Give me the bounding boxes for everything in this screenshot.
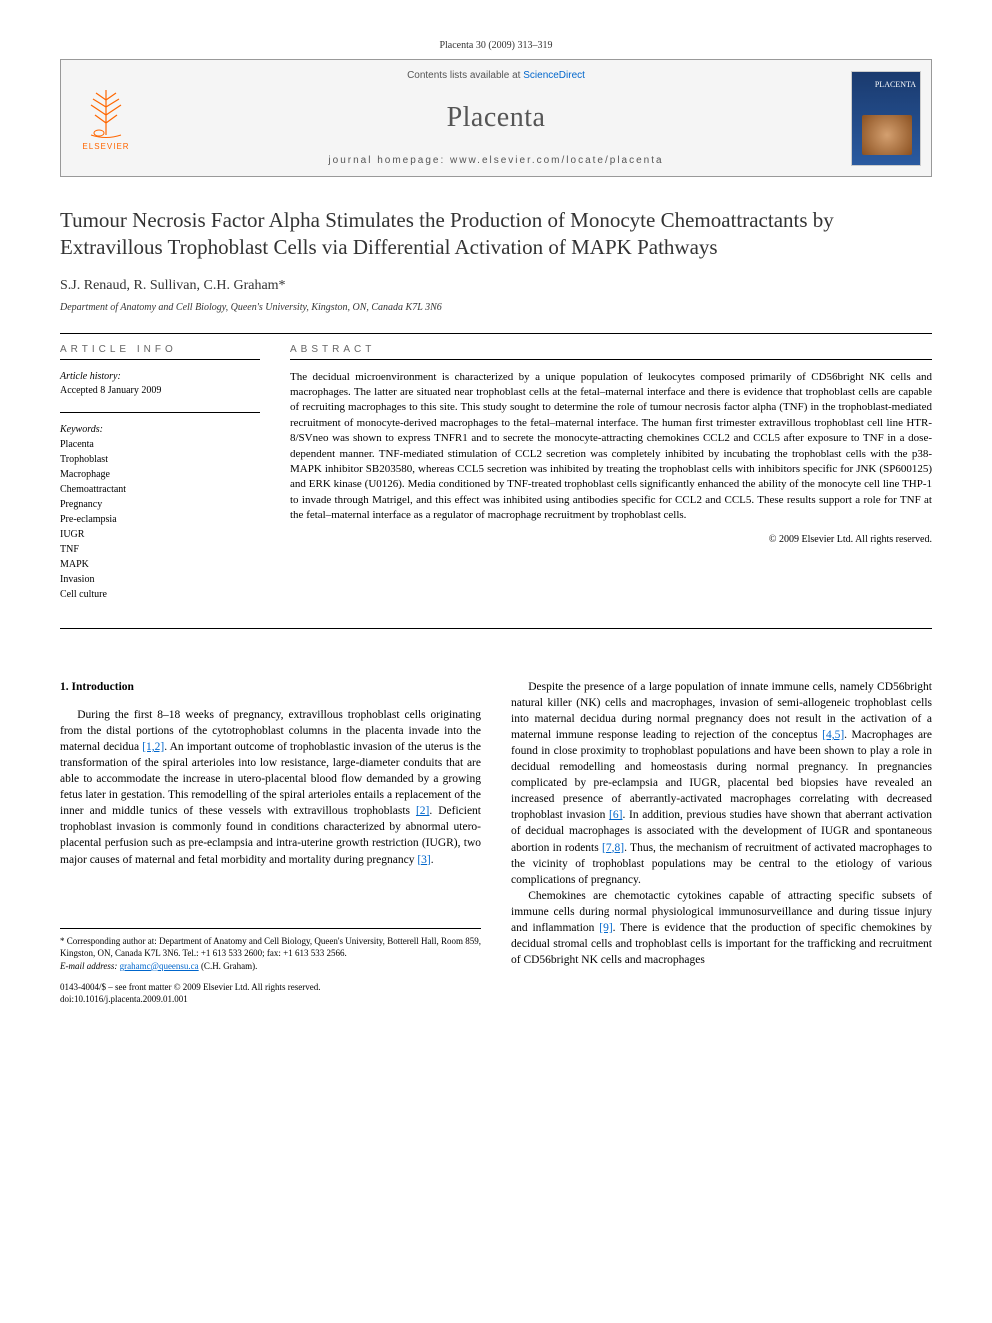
abstract-copyright: © 2009 Elsevier Ltd. All rights reserved… — [290, 534, 932, 545]
journal-title: Placenta — [151, 102, 841, 134]
reference-link[interactable]: [2] — [416, 805, 429, 817]
keywords-list: Placenta Trophoblast Macrophage Chemoatt… — [60, 437, 260, 602]
keyword-item: Pre-eclampsia — [60, 512, 260, 527]
contents-prefix: Contents lists available at — [407, 70, 523, 81]
body-paragraph: Despite the presence of a large populati… — [511, 679, 932, 888]
abstract-column: ABSTRACT The decidual microenvironment i… — [290, 344, 932, 616]
reference-link[interactable]: [7,8] — [602, 842, 624, 854]
section-heading: 1. Introduction — [60, 679, 481, 695]
body-paragraph: During the first 8–18 weeks of pregnancy… — [60, 707, 481, 868]
article-info-header: ARTICLE INFO — [60, 344, 260, 355]
journal-masthead: ELSEVIER Contents lists available at Sci… — [60, 59, 932, 177]
info-rule-2 — [60, 412, 260, 413]
keyword-item: Cell culture — [60, 587, 260, 602]
body-column-right: Despite the presence of a large populati… — [511, 679, 932, 1006]
body-column-left: 1. Introduction During the first 8–18 we… — [60, 679, 481, 1006]
abstract-text: The decidual microenvironment is charact… — [290, 370, 932, 524]
elsevier-logo: ELSEVIER — [71, 78, 141, 158]
keyword-item: Trophoblast — [60, 452, 260, 467]
keyword-item: Placenta — [60, 437, 260, 452]
doi-block: 0143-4004/$ – see front matter © 2009 El… — [60, 982, 481, 1005]
homepage-label: journal homepage: — [328, 155, 450, 166]
body-text: . — [431, 854, 434, 866]
abstract-header: ABSTRACT — [290, 344, 932, 355]
keyword-item: IUGR — [60, 527, 260, 542]
reference-link[interactable]: [3] — [417, 854, 430, 866]
reference-link[interactable]: [1,2] — [142, 741, 164, 753]
email-label: E-mail address: — [60, 961, 120, 971]
top-divider — [60, 333, 932, 334]
publisher-name: ELSEVIER — [82, 142, 129, 151]
body-text: . Macrophages are found in close proximi… — [511, 729, 932, 821]
cover-title: PLACENTA — [875, 80, 916, 89]
history-value: Accepted 8 January 2009 — [60, 384, 260, 398]
journal-cover-box: PLACENTA — [841, 60, 931, 176]
keyword-item: TNF — [60, 542, 260, 557]
issn-line: 0143-4004/$ – see front matter © 2009 El… — [60, 982, 481, 994]
info-rule — [60, 359, 260, 360]
keyword-item: Chemoattractant — [60, 482, 260, 497]
corr-label: * Corresponding author at: — [60, 936, 159, 946]
email-link[interactable]: grahamc@queensu.ca — [120, 961, 199, 971]
elsevier-tree-icon — [81, 85, 131, 140]
sciencedirect-link[interactable]: ScienceDirect — [523, 70, 585, 81]
contents-available-line: Contents lists available at ScienceDirec… — [151, 70, 841, 81]
authors-line: S.J. Renaud, R. Sullivan, C.H. Graham* — [60, 278, 932, 294]
reference-link[interactable]: [9] — [599, 922, 612, 934]
body-paragraph: Chemokines are chemotactic cytokines cap… — [511, 888, 932, 968]
history-label: Article history: — [60, 370, 260, 384]
keyword-item: Invasion — [60, 572, 260, 587]
header-citation: Placenta 30 (2009) 313–319 — [60, 40, 932, 51]
keyword-item: Pregnancy — [60, 497, 260, 512]
keyword-item: Macrophage — [60, 467, 260, 482]
cover-image-icon — [862, 115, 912, 155]
article-title: Tumour Necrosis Factor Alpha Stimulates … — [60, 207, 932, 262]
abstract-rule — [290, 359, 932, 360]
reference-link[interactable]: [6] — [609, 809, 622, 821]
affiliation-line: Department of Anatomy and Cell Biology, … — [60, 302, 932, 313]
doi-line: doi:10.1016/j.placenta.2009.01.001 — [60, 994, 481, 1006]
email-suffix: (C.H. Graham). — [199, 961, 258, 971]
reference-link[interactable]: [4,5] — [822, 729, 844, 741]
homepage-url: www.elsevier.com/locate/placenta — [450, 155, 664, 166]
corresponding-author-footnote: * Corresponding author at: Department of… — [60, 928, 481, 973]
journal-cover-thumbnail: PLACENTA — [851, 71, 921, 166]
journal-homepage: journal homepage: www.elsevier.com/locat… — [151, 155, 841, 166]
keyword-item: MAPK — [60, 557, 260, 572]
publisher-logo-box: ELSEVIER — [61, 60, 151, 176]
article-info-column: ARTICLE INFO Article history: Accepted 8… — [60, 344, 260, 616]
body-columns: 1. Introduction During the first 8–18 we… — [60, 679, 932, 1006]
keywords-label: Keywords: — [60, 423, 260, 437]
mid-divider — [60, 628, 932, 629]
